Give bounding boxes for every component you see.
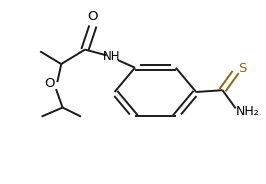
Text: S: S [238, 62, 246, 75]
Text: O: O [44, 77, 55, 91]
Text: NH: NH [102, 50, 120, 63]
Text: NH₂: NH₂ [236, 105, 259, 118]
Text: O: O [88, 10, 98, 23]
